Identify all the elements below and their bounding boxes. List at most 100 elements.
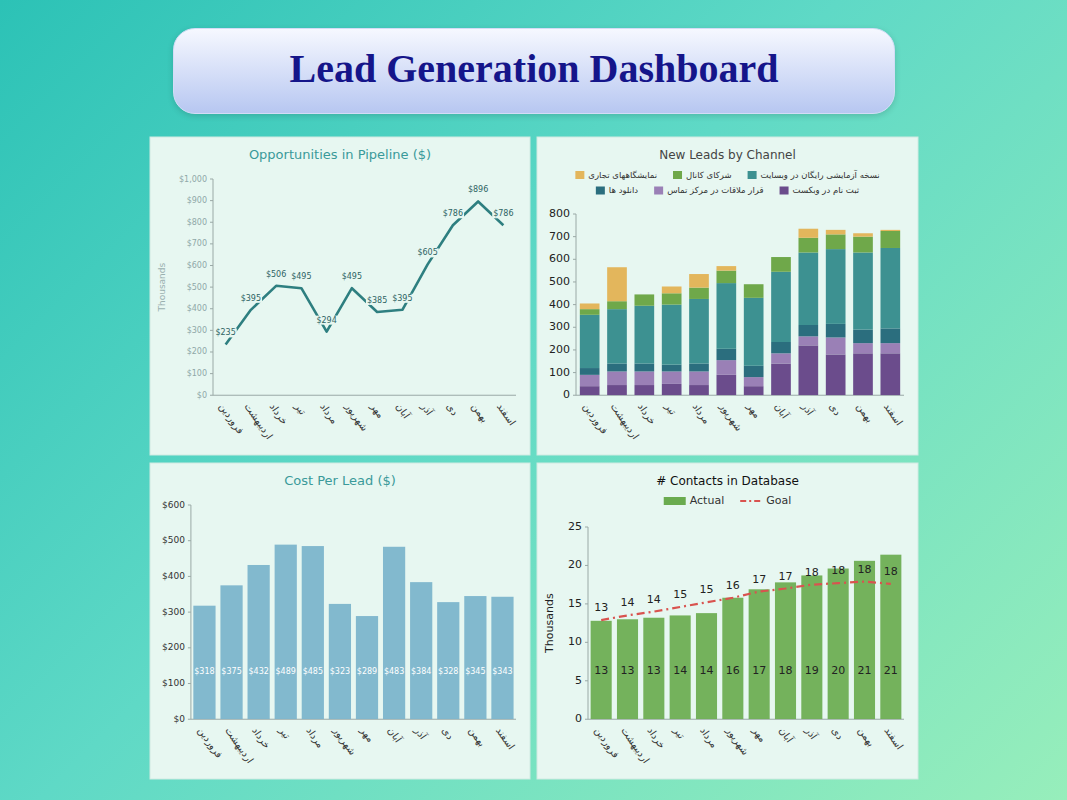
bar-segment bbox=[716, 266, 736, 271]
bar bbox=[356, 616, 378, 719]
bar bbox=[410, 582, 432, 719]
chart-panel: New Leads by Channelنمایشگاههای تجاریشرک… bbox=[537, 137, 918, 455]
bar bbox=[329, 604, 351, 719]
data-label: $495 bbox=[342, 272, 362, 281]
bar bbox=[775, 582, 796, 719]
legend: ActualGoal bbox=[664, 494, 792, 507]
data-label: 19 bbox=[805, 664, 819, 677]
bar bbox=[617, 619, 638, 719]
bar-segment bbox=[689, 371, 709, 385]
x-tick-label: مهر bbox=[749, 724, 768, 744]
chart-panel: Cost Per Lead ($)$0$100$200$300$400$500$… bbox=[150, 463, 530, 779]
data-label: 18 bbox=[858, 563, 872, 576]
bar-segment bbox=[607, 364, 627, 372]
bar-segment bbox=[689, 385, 709, 395]
legend-item: شرکای کانال bbox=[673, 170, 732, 180]
y-tick-label: 20 bbox=[568, 558, 582, 571]
label-patch bbox=[214, 328, 236, 337]
y-axis: 0510152025 bbox=[568, 520, 588, 725]
legend-item: دانلود ها bbox=[596, 185, 638, 195]
legend: نمایشگاههای تجاریشرکای کانالنسخه آزمایشی… bbox=[575, 169, 879, 196]
bar-segment bbox=[634, 364, 654, 372]
bar-segment bbox=[580, 303, 600, 309]
label-patch bbox=[341, 272, 363, 281]
y-tick-label: $600 bbox=[162, 500, 185, 510]
bar-segment bbox=[580, 368, 600, 375]
chart-panel: # Contacts in DatabaseActualGoal05101520… bbox=[537, 463, 918, 779]
y-tick-label: 800 bbox=[549, 207, 570, 220]
x-tick-label: مهر bbox=[367, 400, 386, 420]
legend-item: ثبت نام در وبکست bbox=[780, 185, 860, 195]
bar-segment bbox=[826, 324, 846, 338]
y-tick-label: $0 bbox=[197, 391, 207, 400]
y-tick-label: $900 bbox=[187, 196, 207, 205]
bar-segment bbox=[826, 354, 846, 395]
bar-segment bbox=[880, 248, 900, 328]
x-tick-label: فروردین bbox=[580, 401, 610, 437]
data-label: 16 bbox=[726, 579, 740, 592]
bar-segment bbox=[771, 257, 791, 258]
x-tick-label: دی bbox=[440, 725, 456, 741]
label-patch bbox=[290, 272, 312, 281]
data-label: $343 bbox=[492, 667, 512, 676]
x-tick-label: فروردین bbox=[592, 725, 622, 761]
bar-segment bbox=[771, 353, 791, 363]
x-tick-label: آبان bbox=[772, 401, 792, 422]
legend-label: Goal bbox=[766, 494, 791, 507]
x-tick-label: بهمن bbox=[466, 725, 488, 749]
data-label: $786 bbox=[493, 209, 513, 218]
y-axis-line bbox=[213, 179, 214, 395]
x-tick-label: مرداد bbox=[304, 725, 326, 750]
data-labels: $318$375$432$489$485$323$289$483$384$328… bbox=[194, 667, 512, 676]
bar bbox=[302, 546, 324, 719]
bar-segment bbox=[771, 364, 791, 396]
dashboard-title: Lead Generation Dashboard bbox=[174, 29, 894, 109]
bar-segment bbox=[853, 233, 873, 236]
bar bbox=[491, 597, 513, 719]
legend-item: نسخه آزمایشی رایگان در وبسایت bbox=[748, 169, 880, 180]
data-label: $495 bbox=[291, 272, 311, 281]
label-patch bbox=[442, 209, 464, 218]
legend-swatch bbox=[673, 171, 682, 179]
y-tick-label: 25 bbox=[568, 520, 582, 533]
bar bbox=[591, 621, 612, 719]
x-tick-label: بهمن bbox=[469, 401, 491, 425]
bar-segment bbox=[744, 284, 764, 285]
label-patch bbox=[416, 248, 438, 257]
legend-swatch bbox=[780, 187, 789, 195]
data-label: 17 bbox=[779, 570, 793, 583]
y-tick-label: $100 bbox=[162, 678, 185, 688]
legend-swatch bbox=[596, 187, 605, 195]
data-label: 13 bbox=[647, 664, 661, 677]
bar-segment bbox=[798, 238, 818, 253]
x-axis: فروردیناردیبهشتخردادتیرمردادشهریورمهرآبا… bbox=[213, 395, 518, 441]
data-labels: 1313131414161718192021211314141515161717… bbox=[594, 563, 898, 678]
bar-segment bbox=[689, 288, 709, 299]
y-tick-label: $100 bbox=[187, 369, 207, 378]
marks bbox=[226, 201, 504, 344]
bar-segment bbox=[798, 325, 818, 336]
y-tick-label: $400 bbox=[162, 571, 185, 581]
data-label: 14 bbox=[621, 596, 635, 609]
bar-segment bbox=[662, 384, 682, 395]
bar-segment bbox=[634, 294, 654, 305]
bar-segment bbox=[662, 365, 682, 372]
bar-segment bbox=[826, 230, 846, 235]
x-tick-label: تیر bbox=[277, 724, 293, 741]
data-label: $294 bbox=[316, 316, 336, 325]
bar-segment bbox=[662, 371, 682, 383]
label-patch bbox=[240, 294, 262, 303]
legend-item: Goal bbox=[740, 494, 791, 507]
y-tick-label: 0 bbox=[563, 388, 570, 401]
label-patch bbox=[391, 294, 413, 303]
data-label: 21 bbox=[858, 664, 872, 677]
y-tick-label: 600 bbox=[549, 252, 570, 265]
bar-segment bbox=[798, 336, 818, 345]
chart-title: # Contacts in Database bbox=[656, 474, 799, 488]
marks bbox=[591, 555, 902, 720]
data-label: 16 bbox=[726, 664, 740, 677]
bar-segment bbox=[716, 375, 736, 395]
data-label: 13 bbox=[621, 664, 635, 677]
panel-background bbox=[537, 463, 918, 779]
x-tick-label: شهریور bbox=[342, 400, 370, 433]
